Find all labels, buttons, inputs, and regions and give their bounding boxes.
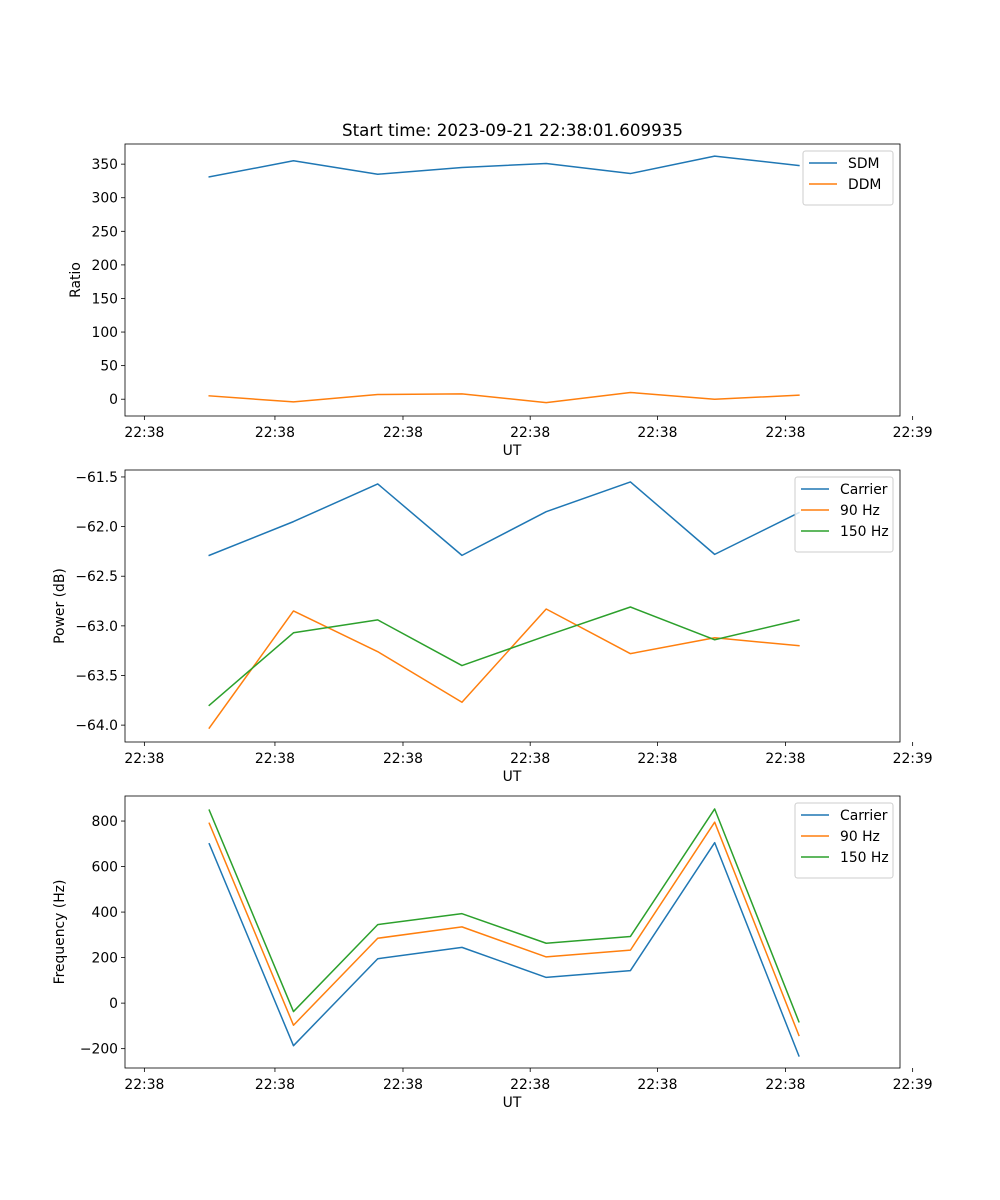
axes-frame-3 [124,795,901,1069]
series-line-90-hz-3 [208,821,800,1037]
x-tick-label-2: 22:39 [893,751,933,767]
legend-box-1 [802,150,894,206]
axes-frame-1 [124,143,901,417]
y-axis-label-1: Ratio [68,262,84,298]
y-tick-label-2: −64.0 [75,718,118,734]
x-axis-label-2: UT [503,769,522,785]
series-line-150-hz-3 [208,808,800,1023]
x-tick-label-1: 22:38 [255,425,295,441]
x-tick-label-1: 22:38 [637,425,677,441]
y-tick-label-3: 600 [91,860,118,876]
y-tick-label-3: 400 [91,905,118,921]
x-tick-label-3: 22:38 [510,1077,550,1093]
chart-panel-3: 22:38 22:38 22:38 22:38 22:38 22:38 22:39 −200 0… [52,795,933,1111]
series-line-150-hz-2 [208,606,800,707]
y-tick-label-1: 250 [91,224,118,240]
x-tick-label-3: 22:38 [124,1077,164,1093]
x-axis-label-3: UT [503,1095,522,1111]
y-tick-label-2: −62.5 [75,569,118,585]
x-tick-label-2: 22:38 [383,751,423,767]
x-tick-label-3: 22:38 [765,1077,805,1093]
legend-label-sdm-1: SDM [848,156,880,172]
series-line-carrier-2 [208,481,800,557]
legend-label-carrier-2: Carrier [840,482,888,498]
y-tick-label-1: 300 [91,191,118,207]
legend-box-2 [794,476,894,553]
x-tick-label-3: 22:38 [637,1077,677,1093]
x-tick-label-1: 22:38 [124,425,164,441]
legend-label-90-hz-2: 90 Hz [840,503,880,519]
y-tick-label-3: 200 [91,951,118,967]
x-tick-label-2: 22:38 [255,751,295,767]
chart-panel-2: 22:38 22:38 22:38 22:38 22:38 22:38 22:39 −64.0… [52,469,933,785]
legend-label-ddm-1: DDM [848,177,881,193]
y-tick-label-1: 200 [91,258,118,274]
series-line-ddm-1 [208,391,800,404]
y-axis-label-3: Frequency (Hz) [52,880,68,985]
y-tick-label-3: −200 [80,1042,118,1058]
x-tick-label-3: 22:38 [255,1077,295,1093]
series-line-carrier-3 [208,841,800,1057]
y-tick-label-1: 100 [91,325,118,341]
x-tick-label-2: 22:38 [765,751,805,767]
chart-panel-1: 22:38 22:38 22:38 22:38 22:38 22:38 22:39 0 50 10… [68,143,933,459]
x-tick-label-1: 22:38 [383,425,423,441]
x-tick-label-2: 22:38 [637,751,677,767]
y-axis-label-2: Power (dB) [52,568,68,644]
legend-label-150-hz-2: 150 Hz [840,524,889,540]
x-tick-label-3: 22:39 [893,1077,933,1093]
y-tick-label-2: −61.5 [75,470,118,486]
legend-1: SDM DDM [802,150,894,206]
y-tick-label-1: 350 [91,157,118,173]
y-tick-label-2: −62.0 [75,520,118,536]
legend-label-150-hz-3: 150 Hz [840,850,889,866]
series-line-90-hz-2 [208,608,800,730]
legend-box-3 [794,802,894,879]
x-tick-label-3: 22:38 [383,1077,423,1093]
y-tick-label-1: 50 [100,359,118,375]
x-tick-label-1: 22:38 [510,425,550,441]
y-tick-label-1: 150 [91,291,118,307]
legend-3: Carrier 90 Hz 150 Hz [794,802,894,879]
y-tick-label-3: 800 [91,814,118,830]
y-tick-label-3: 0 [109,996,118,1012]
x-tick-label-1: 22:38 [765,425,805,441]
x-tick-label-1: 22:39 [893,425,933,441]
axes-frame-2 [124,469,901,743]
y-tick-label-2: −63.0 [75,619,118,635]
legend-2: Carrier 90 Hz 150 Hz [794,476,894,553]
x-axis-label-1: UT [503,443,522,459]
series-line-sdm-1 [208,155,800,178]
y-tick-label-2: −63.5 [75,668,118,684]
x-tick-label-2: 22:38 [510,751,550,767]
y-tick-label-1: 0 [109,392,118,408]
figure-title: Start time: 2023-09-21 22:38:01.609935 [342,120,683,140]
legend-label-carrier-3: Carrier [840,808,888,824]
x-tick-label-2: 22:38 [124,751,164,767]
legend-label-90-hz-3: 90 Hz [840,829,880,845]
